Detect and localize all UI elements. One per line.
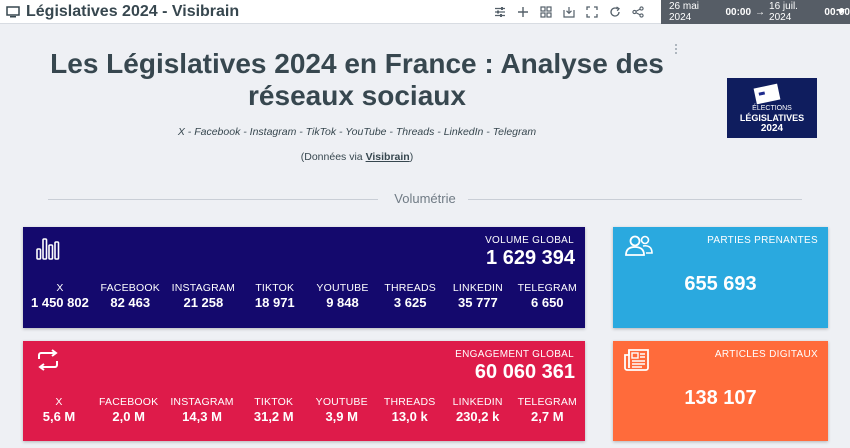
networks-list: X - Facebook - Instagram - TikTok - YouT… xyxy=(177,126,537,138)
metric-value: 35 777 xyxy=(458,295,498,310)
metric-label: INSTAGRAM xyxy=(170,396,234,408)
engagement-metric: INSTAGRAM 14,3 M xyxy=(170,396,233,424)
engagement-metric: LINKEDIN 230,2 k xyxy=(450,396,506,424)
volume-metric: TELEGRAM 6 650 xyxy=(518,282,577,310)
app-title: Législatives 2024 - Visibrain xyxy=(26,3,240,20)
parties-card: PARTIES PRENANTES 655 693 xyxy=(613,227,828,328)
logo-line-1: ÉLECTIONS xyxy=(752,105,792,112)
top-bar: Législatives 2024 - Visibrain 26 mai 202… xyxy=(0,0,850,24)
toolbar xyxy=(488,0,649,24)
volume-metric: YOUTUBE 9 848 xyxy=(314,282,370,310)
engagement-global-label: ENGAGEMENT GLOBAL xyxy=(455,349,574,360)
metric-value: 5,6 M xyxy=(42,409,76,424)
volume-metric: INSTAGRAM 21 258 xyxy=(172,282,235,310)
metric-value: 230,2 k xyxy=(455,409,500,424)
metric-label: TELEGRAM xyxy=(517,282,577,294)
logo-line-3: 2024 xyxy=(760,123,784,134)
ballot-icon xyxy=(753,83,781,105)
date-arrow: → xyxy=(755,6,766,18)
download-icon[interactable] xyxy=(557,0,580,24)
newspaper-icon xyxy=(624,348,650,372)
fullscreen-icon[interactable] xyxy=(580,0,603,24)
divider-left xyxy=(48,199,378,200)
metric-value: 13,0 k xyxy=(391,409,428,424)
elections-logo: ÉLECTIONS LÉGISLATIVES 2024 xyxy=(727,78,817,138)
plus-icon[interactable] xyxy=(511,0,534,24)
data-source: (Données via Visibrain) xyxy=(40,151,674,163)
volume-metric: LINKEDIN 35 777 xyxy=(450,282,506,310)
bar-chart-icon xyxy=(35,235,61,261)
parties-label: PARTIES PRENANTES xyxy=(707,235,818,246)
metric-label: YOUTUBE xyxy=(315,396,368,408)
kebab-menu-icon[interactable] xyxy=(673,44,679,58)
metric-label: TIKTOK xyxy=(255,282,295,294)
metric-value: 2,7 M xyxy=(531,409,564,424)
metric-value: 18 971 xyxy=(254,295,295,310)
engagement-metrics: X 5,6 M FACEBOOK 2,0 M INSTAGRAM 14,3 M TIK… xyxy=(31,396,577,424)
metric-label: X xyxy=(55,396,63,408)
title-wrap: Législatives 2024 - Visibrain xyxy=(6,0,239,24)
date-end: 16 juil. 2024 xyxy=(769,1,798,23)
metric-value: 82 463 xyxy=(110,295,151,310)
logo-line-2: LÉGISLATIVES xyxy=(739,113,805,123)
metric-label: FACEBOOK xyxy=(98,396,159,408)
metric-label: TELEGRAM xyxy=(517,396,577,408)
metric-value: 9 848 xyxy=(326,295,359,310)
share-icon[interactable] xyxy=(626,0,649,24)
metric-label: LINKEDIN xyxy=(452,396,503,408)
volume-global-value: 1 629 394 xyxy=(486,247,575,269)
source-prefix: (Données via xyxy=(300,151,366,163)
engagement-global-value: 60 060 361 xyxy=(474,361,575,383)
grid-icon[interactable] xyxy=(534,0,557,24)
section-title: Volumétrie xyxy=(394,191,456,206)
articles-card: ARTICLES DIGITAUX 138 107 xyxy=(613,341,828,441)
engagement-card: ENGAGEMENT GLOBAL 60 060 361 X 5,6 M FACE… xyxy=(23,341,585,441)
date-range-picker[interactable]: 26 mai 2024 00:00 → 16 juil. 2024 00:00 xyxy=(661,0,850,24)
engagement-metric: TIKTOK 31,2 M xyxy=(246,396,302,424)
chevron-down-icon xyxy=(837,9,845,14)
time-start: 00:00 xyxy=(725,6,752,18)
source-suffix: ) xyxy=(409,151,414,163)
engagement-metric: THREADS 13,0 k xyxy=(382,396,438,424)
metric-value: 14,3 M xyxy=(182,409,222,424)
volume-global-label: VOLUME GLOBAL xyxy=(485,235,574,246)
metric-value: 6 650 xyxy=(531,295,564,310)
metric-label: X xyxy=(56,282,64,294)
refresh-icon[interactable] xyxy=(603,0,626,24)
retweet-icon xyxy=(35,349,61,371)
parties-value: 655 693 xyxy=(684,273,757,295)
sliders-icon[interactable] xyxy=(488,0,511,24)
metric-label: YOUTUBE xyxy=(316,282,369,294)
visibrain-link[interactable]: Visibrain xyxy=(365,151,410,163)
metric-label: INSTAGRAM xyxy=(171,282,236,294)
date-start: 26 mai 2024 xyxy=(669,1,700,23)
engagement-metric: TELEGRAM 2,7 M xyxy=(518,396,577,424)
engagement-metric: FACEBOOK 2,0 M xyxy=(99,396,158,424)
engagement-metric: X 5,6 M xyxy=(31,396,87,424)
metric-label: TIKTOK xyxy=(254,396,294,408)
metric-value: 3,9 M xyxy=(325,409,358,424)
articles-label: ARTICLES DIGITAUX xyxy=(714,349,818,360)
metric-value: 3 625 xyxy=(393,295,427,310)
volume-metric: TIKTOK 18 971 xyxy=(247,282,303,310)
volume-metric: FACEBOOK 82 463 xyxy=(101,282,160,310)
metric-value: 1 450 802 xyxy=(31,295,89,310)
metric-label: FACEBOOK xyxy=(100,282,160,294)
engagement-metric: YOUTUBE 3,9 M xyxy=(314,396,370,424)
metric-label: THREADS xyxy=(383,396,436,408)
metric-value: 21 258 xyxy=(183,295,224,310)
metric-label: THREADS xyxy=(384,282,436,294)
articles-value: 138 107 xyxy=(684,387,757,409)
page-title: Les Législatives 2024 en France : Analys… xyxy=(50,48,664,111)
metric-value: 31,2 M xyxy=(253,409,294,424)
monitor-icon xyxy=(6,6,20,18)
volume-metric: THREADS 3 625 xyxy=(382,282,438,310)
metric-value: 2,0 M xyxy=(112,409,145,424)
users-icon xyxy=(624,234,654,258)
divider-right xyxy=(468,199,802,200)
metric-label: LINKEDIN xyxy=(452,282,503,294)
